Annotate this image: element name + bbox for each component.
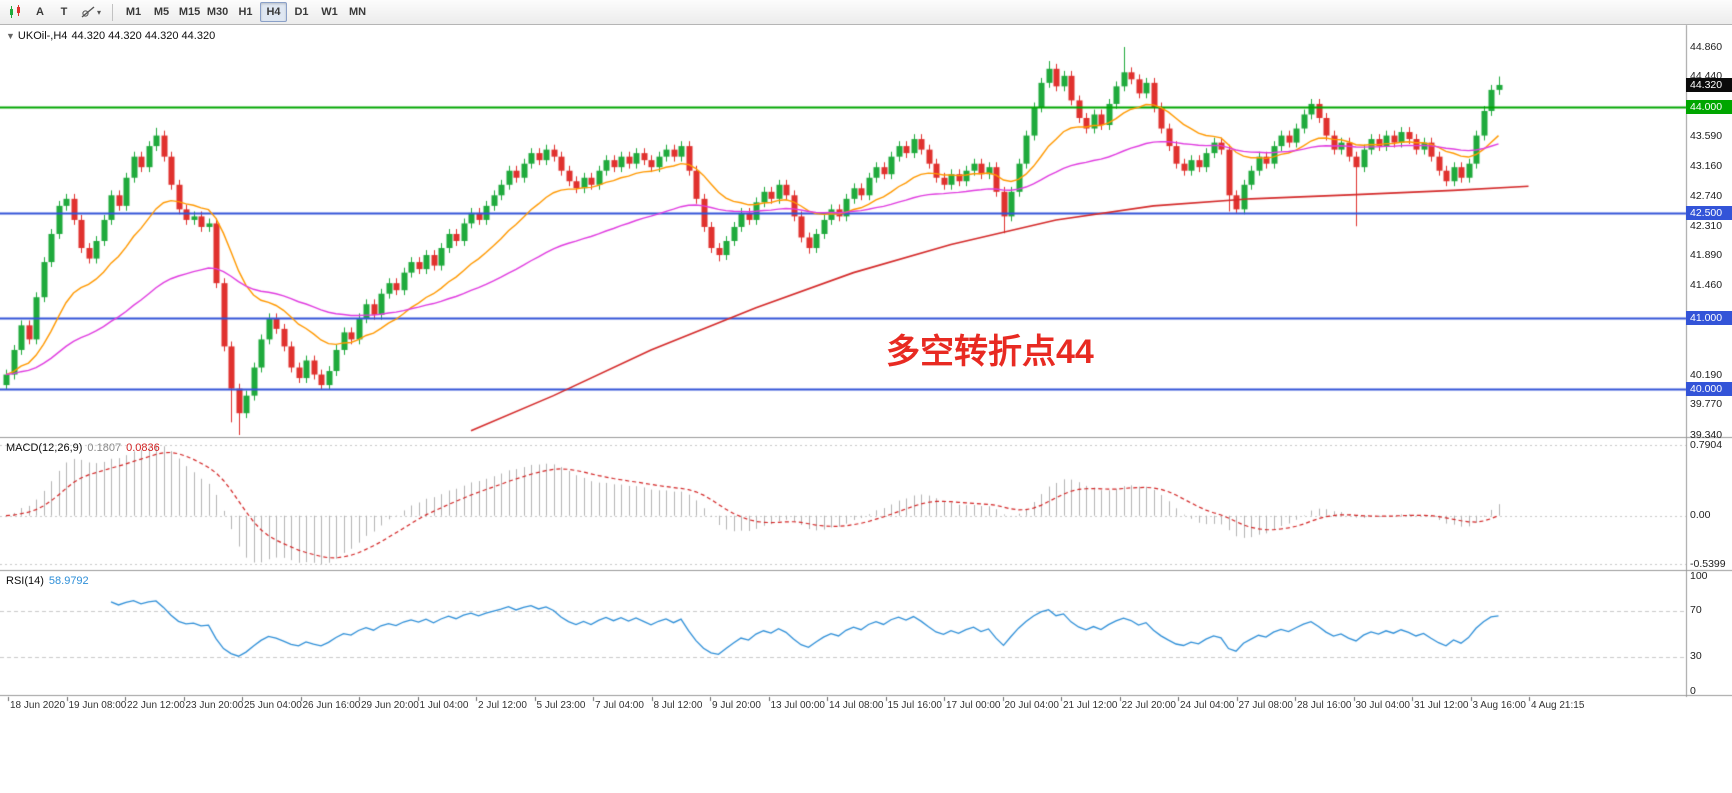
time-label: 17 Jul 00:00: [946, 700, 1001, 711]
macd-axis-label: -0.5399: [1690, 557, 1726, 570]
timeframes-group: M1 M5 M15 M30 H1 H4 D1 W1 MN: [120, 2, 371, 22]
price-tick-label: 42.310: [1690, 219, 1723, 232]
time-label: 26 Jun 16:00: [302, 700, 361, 711]
macd-signal-value: 0.0836: [126, 442, 160, 454]
time-label: 24 Jul 04:00: [1180, 700, 1235, 711]
time-label: 21 Jul 12:00: [1063, 700, 1118, 711]
macd-axis-label: 0.00: [1690, 509, 1711, 522]
symbol-label: UKOil-,H4: [17, 30, 68, 42]
rsi-axis-label: 0: [1690, 684, 1696, 697]
drawing-tools-group: A T ▾: [4, 2, 105, 22]
timeframe-h4-button[interactable]: H4: [260, 2, 288, 22]
macd-main-value: 0.1807: [87, 442, 122, 454]
timeframe-m30-button[interactable]: M30: [206, 6, 229, 18]
price-axis[interactable]: 44.860 44.440 43.590 43.160 42.740 42.310 41.8…: [1686, 25, 1732, 697]
rsi-label: RSI(14) 58.9792: [6, 575, 94, 587]
time-label: 30 Jul 04:00: [1355, 700, 1411, 711]
price-tick-label: 39.340: [1690, 428, 1723, 441]
time-label: 25 Jun 04:00: [244, 700, 302, 711]
macd-label: MACD(12,26,9) 0.1807 0.0836: [6, 442, 165, 454]
time-axis[interactable]: 18 Jun 2020 19 Jun 08:00 22 Jun 12:00 23 Ju…: [0, 697, 1732, 719]
price-tick-label: 40.190: [1690, 368, 1723, 381]
price-badge-last-price: 44.320: [1686, 77, 1732, 92]
time-label: 15 Jul 16:00: [887, 700, 943, 711]
price-tick-label: 42.740: [1690, 189, 1723, 202]
rsi-indicator-name: RSI(14): [6, 575, 44, 587]
price-badge-level-40000: 40.000: [1686, 381, 1732, 396]
time-label: 5 Jul 23:00: [536, 700, 586, 711]
time-label: 29 Jun 20:00: [361, 700, 419, 711]
timeframe-h1-button[interactable]: H1: [238, 6, 253, 18]
panel-splitter[interactable]: [0, 694, 1732, 698]
chart-text-annotation[interactable]: 多空转折点44: [886, 333, 1094, 371]
price-badge-level-41000: 41.000: [1686, 311, 1732, 326]
text-tool[interactable]: A: [36, 6, 44, 18]
timeframe-w1-button[interactable]: W1: [321, 6, 338, 18]
toolbar-separator: [112, 3, 114, 21]
charts-icon[interactable]: [4, 2, 27, 22]
time-label: 18 Jun 2020: [10, 700, 66, 711]
ohlc-values: 44.320 44.320 44.320 44.320: [71, 30, 216, 42]
timeframe-m15-button[interactable]: M15: [178, 6, 201, 18]
chart-title: ▼ UKOil-,H4 44.320 44.320 44.320 44.320: [6, 30, 219, 42]
time-label: 31 Jul 12:00: [1414, 700, 1469, 711]
price-badge-level-44000: 44.000: [1686, 100, 1732, 115]
time-label: 3 Aug 16:00: [1472, 700, 1526, 711]
time-label: 7 Jul 04:00: [595, 700, 644, 711]
time-label: 2 Jul 12:00: [478, 700, 527, 711]
time-label: 19 Jun 08:00: [68, 700, 127, 711]
price-tick-label: 41.460: [1690, 279, 1723, 292]
panel-splitter[interactable]: [0, 569, 1732, 573]
timeframe-d1-button[interactable]: D1: [294, 6, 309, 18]
time-label: 22 Jun 12:00: [127, 700, 185, 711]
rsi-axis-label: 70: [1690, 604, 1702, 616]
price-tick-label: 44.860: [1690, 40, 1723, 53]
time-label: 20 Jul 04:00: [1004, 700, 1060, 711]
time-label: 1 Jul 04:00: [419, 700, 469, 711]
time-label: 27 Jul 08:00: [1238, 700, 1294, 711]
price-tick-label: 43.160: [1690, 159, 1723, 172]
panel-splitter[interactable]: [0, 436, 1732, 440]
chevron-down-icon: ▾: [97, 7, 102, 17]
timeframe-m5-button[interactable]: M5: [153, 6, 170, 18]
time-label: 9 Jul 20:00: [712, 700, 761, 711]
time-label: 22 Jul 20:00: [1121, 700, 1177, 711]
macd-axis-label: 0.7904: [1690, 438, 1723, 451]
time-label: 14 Jul 08:00: [829, 700, 884, 711]
time-label: 13 Jul 00:00: [770, 700, 826, 711]
price-badge-level-42500: 42.500: [1686, 205, 1732, 220]
macd-indicator-name: MACD(12,26,9): [6, 442, 83, 454]
timeframe-mn-button[interactable]: MN: [348, 6, 367, 18]
text-label-tool[interactable]: T: [60, 6, 68, 18]
rsi-axis-label: 100: [1690, 569, 1708, 582]
shapes-tool[interactable]: ▾: [77, 2, 105, 22]
chevron-down-icon: ▼: [6, 31, 15, 41]
time-label: 8 Jul 12:00: [653, 700, 703, 711]
price-tick-label: 43.590: [1690, 129, 1723, 142]
price-tick-label: 44.440: [1690, 70, 1723, 83]
timeframe-m1-button[interactable]: M1: [125, 6, 142, 18]
time-label: 28 Jul 16:00: [1297, 700, 1352, 711]
toolbar: A T ▾ M1 M5 M15 M30 H1 H4 D1 W1 MN: [0, 0, 1732, 25]
time-label: 4 Aug 21:15: [1531, 700, 1585, 711]
price-tick-label: 39.770: [1690, 398, 1723, 411]
rsi-value: 58.9792: [48, 575, 89, 587]
price-tick-label: 41.890: [1690, 249, 1723, 262]
time-label: 23 Jun 20:00: [185, 700, 244, 711]
rsi-axis-label: 30: [1690, 650, 1702, 662]
